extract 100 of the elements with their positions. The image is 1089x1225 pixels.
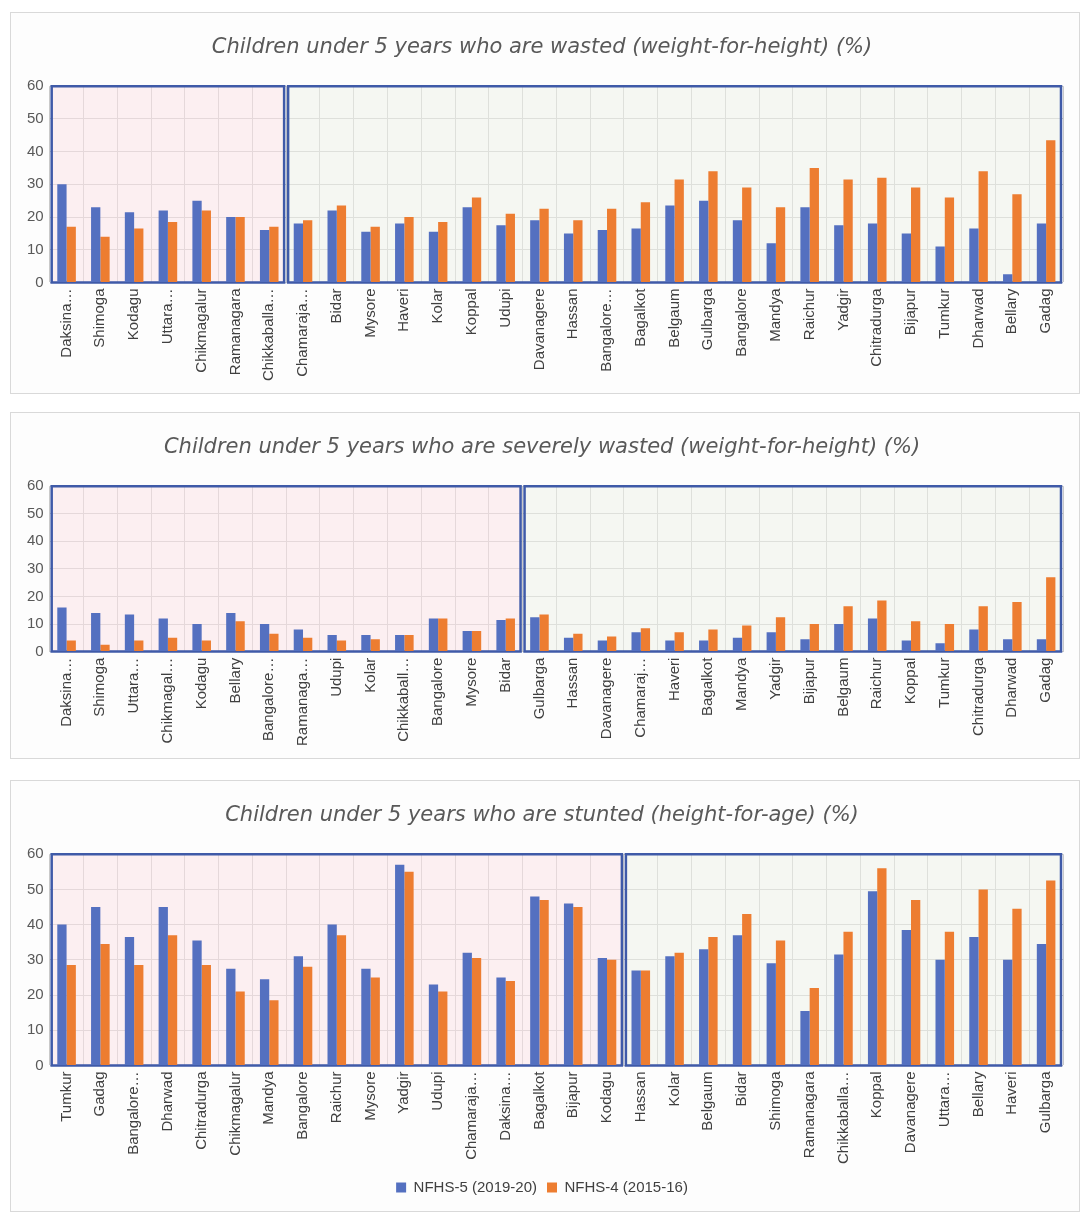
bar xyxy=(766,963,776,1065)
bar xyxy=(901,929,911,1065)
bar xyxy=(1003,274,1013,282)
x-tick-label: Dharwad xyxy=(158,1071,176,1132)
bar xyxy=(370,639,380,652)
bar xyxy=(1012,908,1022,1065)
bar xyxy=(1003,639,1013,652)
x-tick-label: Tumkur xyxy=(934,288,952,339)
y-tick-label: 30 xyxy=(27,949,44,967)
x-tick-label: Yadgir xyxy=(394,1071,412,1114)
x-tick-label: Bangalore… xyxy=(124,1071,142,1155)
bar xyxy=(404,635,414,652)
bar xyxy=(57,184,67,282)
bar xyxy=(496,977,506,1065)
x-tick-label: Bangalore… xyxy=(597,288,615,372)
bar xyxy=(370,977,380,1065)
y-tick-label: 20 xyxy=(27,207,44,225)
bar xyxy=(124,212,135,282)
x-tick-label: Chitradurga xyxy=(867,287,885,367)
x-tick-label: Bangalore… xyxy=(259,657,277,742)
bar xyxy=(192,624,202,652)
bar xyxy=(766,632,776,652)
bar xyxy=(597,230,608,282)
bar xyxy=(800,1010,810,1065)
x-tick-label: Uttara… xyxy=(158,288,176,345)
bar xyxy=(293,956,304,1065)
x-tick-label: Udupi xyxy=(495,288,513,328)
x-tick-label: Ramanaga… xyxy=(293,657,311,747)
bar xyxy=(91,613,101,652)
bar xyxy=(259,624,270,652)
y-tick-label: 40 xyxy=(27,141,44,159)
bar xyxy=(597,958,608,1065)
bar xyxy=(471,630,482,652)
bar xyxy=(834,624,844,652)
bar xyxy=(134,228,144,282)
bar xyxy=(867,223,878,282)
bar xyxy=(640,628,651,652)
bar xyxy=(438,618,448,652)
bar xyxy=(834,954,844,1065)
bar xyxy=(539,208,549,282)
bar xyxy=(1036,943,1047,1065)
x-tick-label: Bagalkot xyxy=(529,1070,547,1130)
legend-label: NFHS-5 (2019-20) xyxy=(413,1177,538,1195)
x-tick-label: Haveri xyxy=(1002,1071,1020,1115)
bar xyxy=(708,171,718,282)
bar xyxy=(911,899,921,1065)
x-tick-label: Bellary xyxy=(225,657,243,704)
bar xyxy=(978,889,988,1065)
bar xyxy=(699,949,709,1065)
x-tick-label: Haveri xyxy=(394,288,412,332)
x-tick-label: Gadag xyxy=(1036,657,1054,703)
bar xyxy=(1046,880,1056,1065)
bar xyxy=(158,618,168,652)
bar xyxy=(674,632,684,652)
bar xyxy=(631,228,641,282)
bar xyxy=(563,233,574,282)
x-tick-label: Davanagere xyxy=(597,657,615,740)
bar xyxy=(505,980,515,1065)
x-tick-label: Bidar xyxy=(326,288,344,324)
x-tick-label: Chikmagal… xyxy=(158,657,176,744)
bar xyxy=(1036,223,1047,282)
x-tick-label: Hassan xyxy=(563,288,581,340)
bar xyxy=(607,959,617,1065)
bar xyxy=(775,940,786,1065)
bar xyxy=(124,614,135,652)
bar xyxy=(699,640,709,652)
bar xyxy=(505,618,515,652)
bar xyxy=(428,618,439,652)
x-tick-label: Mandya xyxy=(732,656,750,711)
bar xyxy=(167,221,178,282)
bar xyxy=(158,210,168,282)
x-tick-label: Gulbarga xyxy=(698,287,716,351)
x-tick-label: Koppal xyxy=(867,1071,885,1119)
bar xyxy=(269,226,279,282)
bar xyxy=(303,637,313,652)
bar xyxy=(1046,577,1056,652)
bar xyxy=(57,607,67,652)
y-tick-label: 50 xyxy=(27,879,44,897)
bar xyxy=(201,965,211,1065)
bar xyxy=(226,217,236,282)
bar xyxy=(496,225,506,282)
bar xyxy=(66,640,76,652)
x-tick-label: Mandya xyxy=(766,287,784,342)
bar xyxy=(303,966,313,1065)
x-tick-label: Udupi xyxy=(326,657,344,697)
bar xyxy=(428,231,439,282)
bar xyxy=(539,899,549,1065)
x-tick-label: Bidar xyxy=(495,657,513,693)
bar xyxy=(631,632,641,652)
bar xyxy=(361,231,371,282)
bar xyxy=(775,617,786,652)
bar xyxy=(607,208,617,282)
bar xyxy=(901,640,911,652)
x-tick-label: Davanagere xyxy=(529,288,547,371)
x-tick-label: Bellary xyxy=(1002,287,1020,335)
bar xyxy=(530,896,540,1065)
bar xyxy=(901,233,911,282)
x-tick-label: Kodagu xyxy=(191,657,209,710)
y-tick-label: 20 xyxy=(27,586,44,604)
bar xyxy=(235,217,245,282)
